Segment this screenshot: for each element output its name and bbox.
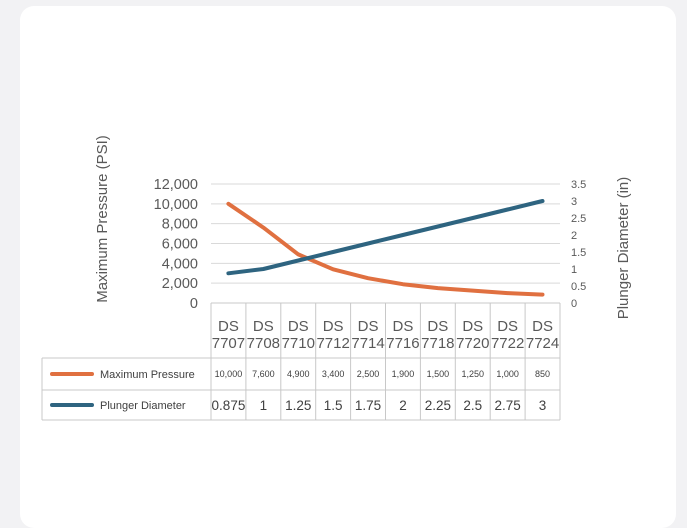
y-left-tick-label: 0 bbox=[190, 296, 198, 312]
y-left-tick-label: 8,000 bbox=[162, 217, 198, 233]
category-label: 7710 bbox=[282, 335, 315, 352]
y-right-tick-label: 2 bbox=[571, 230, 577, 242]
category-label: DS bbox=[218, 318, 239, 335]
category-label: DS bbox=[253, 318, 274, 335]
table-cell-value: 1.25 bbox=[285, 398, 311, 413]
y-right-tick-label: 3.5 bbox=[571, 179, 586, 191]
table-cell-value: 1,500 bbox=[427, 369, 450, 379]
category-label: DS bbox=[427, 318, 448, 335]
y-right-tick-label: 3 bbox=[571, 196, 577, 208]
chart-card bbox=[20, 6, 676, 528]
table-cell-value: 1.75 bbox=[355, 398, 381, 413]
category-label: 7722 bbox=[491, 335, 524, 352]
category-label: DS bbox=[497, 318, 518, 335]
table-cell-value: 2 bbox=[399, 398, 407, 413]
y-right-tick-label: 1.5 bbox=[571, 247, 586, 259]
category-label: DS bbox=[462, 318, 483, 335]
y-axis-left-label: Maximum Pressure (PSI) bbox=[94, 135, 111, 303]
y-left-tick-label: 12,000 bbox=[154, 177, 198, 193]
table-cell-value: 7,600 bbox=[252, 369, 275, 379]
category-label: 7724 bbox=[526, 335, 559, 352]
legend-label: Maximum Pressure bbox=[100, 369, 195, 381]
y-right-tick-label: 0 bbox=[571, 298, 577, 310]
table-cell-value: 850 bbox=[535, 369, 550, 379]
category-label: 7720 bbox=[456, 335, 489, 352]
legend-label: Plunger Diameter bbox=[100, 400, 186, 412]
table-cell-value: 4,900 bbox=[287, 369, 310, 379]
category-label: 7714 bbox=[351, 335, 384, 352]
table-cell-value: 10,000 bbox=[215, 369, 243, 379]
y-axis-left-ticks: 0 2,000 4,000 6,000 8,000 10,000 12,000 bbox=[154, 177, 198, 312]
y-right-tick-label: 2.5 bbox=[571, 213, 586, 225]
category-label: 7707 bbox=[212, 335, 245, 352]
table-cell-value: 2.5 bbox=[463, 398, 482, 413]
table-cell-value: 3 bbox=[539, 398, 547, 413]
series-line-maximum-pressure bbox=[226, 201, 545, 297]
data-table: DS7707DS7708DS7710DS7712DS7714DS7716DS77… bbox=[41, 302, 561, 421]
table-cell-value: 1,900 bbox=[392, 369, 415, 379]
y-left-tick-label: 4,000 bbox=[162, 256, 198, 272]
y-left-tick-label: 6,000 bbox=[162, 237, 198, 253]
category-label: DS bbox=[393, 318, 414, 335]
table-cell-value: 3,400 bbox=[322, 369, 345, 379]
category-label: DS bbox=[288, 318, 309, 335]
y-left-tick-label: 10,000 bbox=[154, 197, 198, 213]
y-right-tick-label: 0.5 bbox=[571, 281, 586, 293]
y-left-tick-label: 2,000 bbox=[162, 276, 198, 292]
category-label: 7716 bbox=[386, 335, 419, 352]
y-axis-right-label: Plunger Diameter (in) bbox=[615, 177, 632, 320]
table-cell-value: 1 bbox=[260, 398, 268, 413]
table-cell-value: 2.75 bbox=[495, 398, 521, 413]
series-lines bbox=[226, 199, 545, 297]
y-axis-right-ticks: 0 0.5 1 1.5 2 2.5 3 3.5 bbox=[571, 179, 586, 310]
series-line-plunger-diameter bbox=[226, 199, 545, 276]
category-label: DS bbox=[358, 318, 379, 335]
category-label: DS bbox=[323, 318, 344, 335]
table-cell-value: 2.25 bbox=[425, 398, 451, 413]
category-label: 7708 bbox=[247, 335, 280, 352]
category-label: 7712 bbox=[316, 335, 349, 352]
category-label: 7718 bbox=[421, 335, 454, 352]
gridlines bbox=[211, 183, 560, 304]
table-cell-value: 1,250 bbox=[461, 369, 484, 379]
table-cell-value: 0.875 bbox=[212, 398, 246, 413]
y-right-tick-label: 1 bbox=[571, 264, 577, 276]
table-cell-value: 1.5 bbox=[324, 398, 343, 413]
category-label: DS bbox=[532, 318, 553, 335]
table-cell-value: 1,000 bbox=[496, 369, 519, 379]
table-cell-value: 2,500 bbox=[357, 369, 380, 379]
